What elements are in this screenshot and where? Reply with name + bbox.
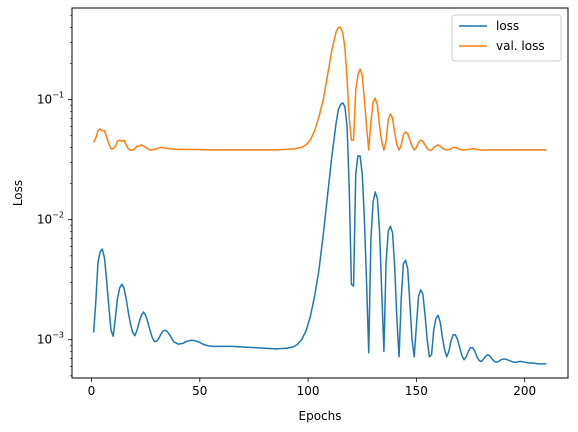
y-tick-label: 10−3: [37, 331, 64, 347]
x-tick-label: 0: [88, 384, 96, 398]
axes-frame: [71, 7, 569, 379]
series-lines: [92, 26, 547, 365]
plot-area: [71, 7, 569, 379]
x-tick-label: 50: [192, 384, 207, 398]
legend-label: loss: [496, 19, 519, 33]
legend: loss val. loss: [451, 14, 562, 62]
legend-label: val. loss: [496, 39, 545, 53]
x-axis-ticks: 0 50 100 150 200: [88, 378, 536, 398]
series-line-loss: [92, 102, 547, 365]
y-axis-label: Loss: [11, 180, 25, 206]
x-axis-label: Epochs: [299, 409, 342, 423]
x-tick-label: 200: [513, 384, 536, 398]
x-tick-label: 100: [297, 384, 320, 398]
y-axis-ticks: 10−3 10−2 10−1: [37, 15, 72, 377]
series-line-val-loss: [92, 26, 547, 151]
x-tick-label: 150: [405, 384, 428, 398]
y-tick-label: 10−1: [37, 91, 64, 107]
y-tick-label: 10−2: [37, 211, 64, 227]
